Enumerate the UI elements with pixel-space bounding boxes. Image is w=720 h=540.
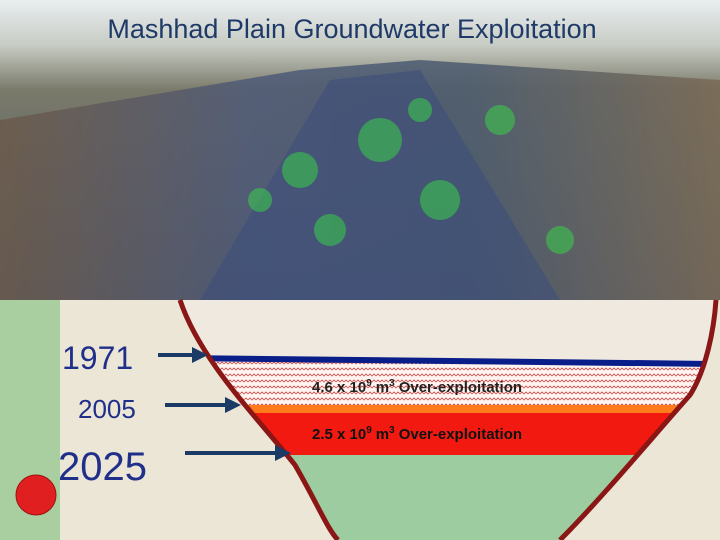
year-label: 2025 — [58, 445, 147, 489]
exponent: 9 — [366, 378, 372, 389]
layer-label: 4.6 x 109 m3 Over-exploitation — [312, 378, 522, 396]
coefficient: 4.6 x 10 — [312, 379, 366, 396]
layer-text: Over-exploitation — [399, 379, 522, 396]
well-points — [248, 98, 574, 254]
unit-exponent: 3 — [389, 378, 395, 389]
marker-dot — [15, 474, 57, 516]
layer-label: 2.5 x 109 m3 Over-exploitation — [312, 425, 522, 443]
unit-exponent: 3 — [389, 425, 395, 436]
exponent: 9 — [366, 425, 372, 436]
coefficient: 2.5 x 10 — [312, 426, 366, 443]
unit: m — [376, 426, 389, 443]
arrows — [158, 347, 291, 461]
title: Mashhad Plain Groundwater Exploitation — [107, 14, 596, 44]
layer-text: Over-exploitation — [399, 426, 522, 443]
unit: m — [376, 379, 389, 396]
year-label: 2005 — [78, 394, 136, 424]
year-label: 1971 — [62, 340, 133, 376]
plain-area — [200, 70, 560, 300]
